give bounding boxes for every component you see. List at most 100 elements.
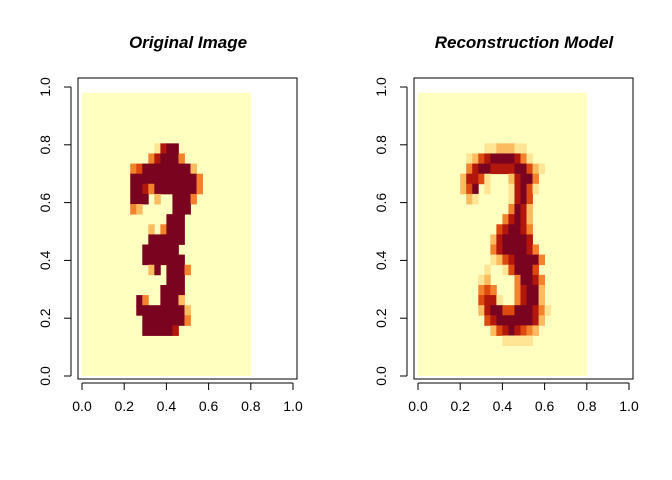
heatmap-cell — [520, 274, 527, 286]
heatmap-cell — [484, 295, 491, 306]
heatmap-cell — [184, 163, 191, 175]
heatmap-cell — [172, 244, 179, 256]
heatmap-cell — [178, 183, 185, 195]
heatmap-original — [82, 92, 251, 376]
heatmap-cell — [508, 315, 515, 326]
heatmap-cell — [178, 315, 185, 326]
heatmap-cell — [154, 264, 161, 276]
heatmap-cell — [178, 254, 185, 266]
heatmap-cell — [178, 234, 185, 245]
heatmap-cell — [520, 214, 527, 225]
heatmap-cell — [526, 153, 533, 164]
heatmap-cell — [472, 163, 479, 175]
heatmap-cell — [154, 325, 161, 336]
heatmap-cell — [478, 284, 485, 296]
heatmap-cell — [520, 284, 527, 296]
heatmap-cell — [136, 204, 143, 215]
heatmap-cell — [478, 173, 485, 185]
heatmap-cell — [154, 153, 161, 164]
heatmap-cell — [490, 143, 497, 154]
heatmap-cell — [520, 204, 527, 215]
x-tick-label: 0.2 — [114, 398, 134, 414]
heatmap-cell — [154, 315, 161, 326]
heatmap-cell — [538, 315, 545, 326]
heatmap-cell — [514, 173, 521, 185]
heatmap-cell — [484, 305, 491, 316]
heatmap-cell — [514, 193, 521, 205]
heatmap-cell — [502, 234, 509, 245]
heatmap-cell — [160, 315, 167, 326]
heatmap-cell — [466, 183, 473, 195]
x-tick-label: 0.2 — [450, 398, 470, 414]
heatmap-cell — [526, 284, 533, 296]
heatmap-cell — [532, 173, 539, 185]
heatmap-cell — [160, 173, 167, 185]
heatmap-cell — [526, 173, 533, 185]
heatmap-cell — [136, 305, 143, 316]
heatmap-cell — [502, 143, 509, 154]
chart-title-reconstruction: Reconstruction Model — [435, 33, 615, 52]
heatmap-cell — [520, 305, 527, 316]
heatmap-cell — [160, 224, 167, 235]
heatmap-cell — [160, 254, 167, 266]
heatmap-cell — [184, 204, 191, 215]
heatmap-cell — [466, 173, 473, 185]
heatmap-cell — [496, 315, 503, 326]
heatmap-cell — [160, 284, 167, 296]
heatmap-cell — [496, 234, 503, 245]
heatmap-cell — [160, 153, 167, 164]
heatmap-cell — [172, 193, 179, 205]
heatmap-cell — [514, 325, 521, 336]
heatmap-cell — [526, 335, 533, 347]
heatmap-cell — [502, 254, 509, 266]
heatmap-cell — [526, 204, 533, 215]
heatmap-cell — [184, 264, 191, 276]
heatmap-cell — [130, 163, 137, 175]
heatmap-cell — [514, 295, 521, 306]
heatmap-cell — [502, 214, 509, 225]
heatmap-cell — [514, 204, 521, 215]
heatmap-cell — [166, 284, 173, 296]
heatmap-cell — [538, 163, 545, 175]
heatmap-reconstruction — [418, 92, 587, 376]
heatmap-cell — [154, 234, 161, 245]
heatmap-cell — [154, 244, 161, 256]
y-tick-label: 0.6 — [37, 193, 53, 213]
heatmap-cell — [178, 193, 185, 205]
heatmap-cell — [160, 295, 167, 306]
y-tick-label: 0.4 — [373, 250, 389, 270]
heatmap-cell — [514, 305, 521, 316]
heatmap-cell — [142, 244, 149, 256]
heatmap-cell — [520, 325, 527, 336]
heatmap-cell — [136, 173, 143, 185]
y-tick-label: 0.2 — [37, 308, 53, 328]
heatmap-cell — [514, 183, 521, 195]
heatmap-cell — [502, 305, 509, 316]
heatmap-cell — [496, 143, 503, 154]
heatmap-cell — [172, 295, 179, 306]
heatmap-cell — [508, 143, 515, 154]
heatmap-cell — [172, 153, 179, 164]
heatmap-cell — [172, 325, 179, 336]
heatmap-cell — [520, 264, 527, 276]
heatmap-cell — [466, 193, 473, 205]
heatmap-cell — [172, 284, 179, 296]
heatmap-cell — [484, 315, 491, 326]
heatmap-cell — [178, 163, 185, 175]
heatmap-cell — [538, 284, 545, 296]
panel-original-image: Original Image 0.0 0.2 0.4 0.6 0.8 1.0 0.0 0.2… — [37, 33, 303, 414]
heatmap-cell — [154, 305, 161, 316]
heatmap-cell — [166, 214, 173, 225]
heatmap-cell — [184, 315, 191, 326]
heatmap-cell — [148, 305, 155, 316]
heatmap-cell — [460, 183, 467, 195]
heatmap-cell — [526, 254, 533, 266]
heatmap-cell — [496, 244, 503, 256]
x-tick-label: 0.4 — [157, 398, 177, 414]
heatmap-cell — [472, 173, 479, 185]
heatmap-cell — [508, 335, 515, 347]
y-tick-label: 1.0 — [373, 77, 389, 97]
heatmap-cell — [502, 325, 509, 336]
heatmap-cell — [166, 254, 173, 266]
heatmap-cell — [484, 143, 491, 154]
